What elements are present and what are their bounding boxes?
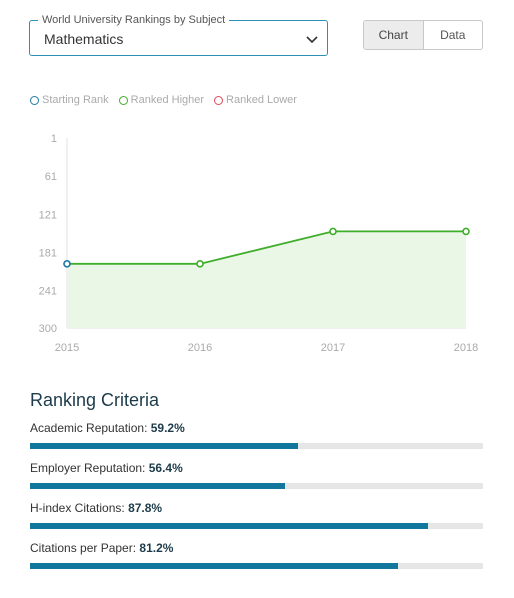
legend-item-starting-rank: Starting Rank	[30, 93, 109, 107]
subject-select-value: Mathematics	[44, 31, 124, 47]
subject-select[interactable]: World University Rankings by Subject Mat…	[29, 13, 328, 56]
criterion-bar-track	[30, 563, 483, 569]
criterion-citations-per-paper: Citations per Paper: 81.2%	[30, 541, 483, 569]
ranking-chart: 1 61 121 181 241 300 2015 2016 2017 2018	[39, 133, 479, 354]
x-tick-label: 2016	[188, 342, 212, 354]
criterion-bar-track	[30, 523, 483, 529]
y-tick-label: 61	[45, 171, 57, 183]
criterion-label: Academic Reputation: 59.2%	[30, 421, 483, 435]
chart-legend: Starting Rank Ranked Higher Ranked Lower	[30, 93, 297, 107]
criterion-employer-reputation: Employer Reputation: 56.4%	[30, 461, 483, 489]
legend-label-starting-rank: Starting Rank	[42, 94, 109, 106]
x-tick-label: 2017	[321, 342, 345, 354]
series-line	[67, 230, 466, 265]
criterion-name: Academic Reputation:	[30, 421, 148, 435]
subject-select-legend: World University Rankings by Subject	[38, 13, 230, 27]
legend-item-ranked-lower: Ranked Lower	[214, 93, 297, 107]
criterion-bar-fill	[30, 563, 398, 569]
criterion-label: H-index Citations: 87.8%	[30, 501, 483, 515]
starting-rank-marker-icon	[30, 95, 39, 105]
ranking-criteria-title: Ranking Criteria	[30, 390, 160, 410]
x-tick-label: 2018	[454, 342, 478, 354]
criterion-value: 56.4%	[148, 461, 183, 475]
legend-label-ranked-higher: Ranked Higher	[130, 94, 205, 106]
criterion-value: 87.8%	[128, 501, 163, 515]
criterion-h-index-citations: H-index Citations: 87.8%	[30, 501, 483, 529]
criterion-academic-reputation: Academic Reputation: 59.2%	[30, 421, 483, 449]
legend-label-ranked-lower: Ranked Lower	[226, 94, 297, 106]
series-area	[67, 231, 466, 328]
criterion-name: H-index Citations:	[30, 501, 125, 515]
data-view-button[interactable]: Data	[440, 28, 466, 42]
criterion-name: Employer Reputation:	[30, 461, 146, 475]
data-point	[329, 227, 337, 236]
criterion-bar-fill	[30, 443, 299, 449]
chart-view-button[interactable]: Chart	[364, 21, 424, 49]
data-point	[462, 227, 470, 236]
ranked-lower-marker-icon	[214, 95, 224, 105]
criterion-value: 81.2%	[139, 541, 174, 555]
ranked-higher-marker-icon	[118, 95, 128, 105]
x-tick-label: 2015	[55, 342, 79, 354]
y-tick-label: 300	[39, 323, 57, 335]
starting-rank-point	[63, 260, 71, 268]
chevron-down-icon	[306, 36, 318, 44]
y-tick-label: 181	[39, 247, 57, 259]
criterion-value: 59.2%	[150, 421, 185, 435]
y-tick-label: 241	[39, 286, 57, 298]
criterion-bar-track	[30, 443, 483, 449]
data-point	[196, 260, 204, 268]
legend-item-ranked-higher: Ranked Higher	[118, 93, 205, 107]
criterion-label: Citations per Paper: 81.2%	[30, 541, 483, 555]
criterion-bar-track	[30, 483, 483, 489]
criterion-name: Citations per Paper:	[30, 541, 137, 555]
y-tick-label: 1	[51, 133, 57, 145]
criterion-label: Employer Reputation: 56.4%	[30, 461, 483, 475]
y-tick-label: 121	[39, 209, 57, 221]
view-toggle: Chart Data	[363, 20, 483, 50]
criterion-bar-fill	[30, 483, 286, 489]
criterion-bar-fill	[30, 523, 428, 529]
